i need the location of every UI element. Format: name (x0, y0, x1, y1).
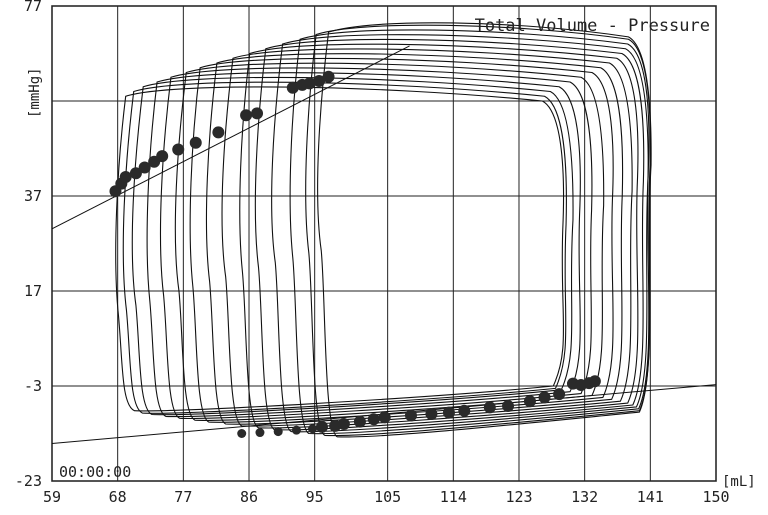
end-diastolic-marker (315, 420, 328, 433)
pv-loop-5 (159, 67, 593, 420)
x-tick-label: 68 (109, 488, 127, 506)
end-systolic-marker (156, 150, 169, 163)
pv-loop-9 (221, 48, 633, 427)
x-tick-label: 95 (306, 488, 324, 506)
plot-area (51, 5, 717, 482)
tick-labels: 59 68 77 86 95 105 114 123 132 141 150 -23 -3 17 37 77 (15, 0, 730, 506)
pv-loop-7 (189, 57, 614, 423)
end-systolic-marker (303, 77, 316, 90)
end-systolic-marker (189, 136, 202, 149)
end-diastolic-marker (237, 429, 247, 438)
x-tick-label: 86 (240, 488, 258, 506)
y-tick-label: 37 (24, 187, 42, 205)
end-systolic-marker (119, 171, 132, 183)
end-diastolic-marker (523, 395, 536, 408)
end-diastolic-marker (483, 401, 496, 414)
end-systolic-marker (322, 70, 335, 83)
pv-loop-8 (205, 53, 624, 425)
end-diastolic-marker (307, 424, 317, 434)
y-tick-label: 17 (24, 282, 42, 300)
pv-loop-1 (115, 86, 565, 412)
y-axis-label: [mmHg] (27, 67, 43, 118)
end-systolic-marker (251, 107, 264, 120)
pv-loop-10 (239, 43, 639, 429)
end-diastolic-marker (255, 428, 265, 438)
pv-loops (115, 22, 652, 438)
end-diastolic-marker (442, 406, 455, 419)
end-point-markers (109, 70, 601, 438)
end-systolic-marker (313, 75, 326, 88)
end-diastolic-marker (367, 413, 380, 426)
end-diastolic-marker (337, 418, 350, 430)
x-tick-label: 141 (637, 488, 664, 506)
pv-loop-12 (271, 34, 649, 433)
x-tick-label: 150 (702, 488, 729, 506)
end-diastolic-marker (538, 391, 551, 404)
end-diastolic-marker (378, 411, 391, 424)
x-axis-label: [mL] (722, 474, 756, 490)
pv-loop-13 (289, 29, 650, 435)
end-diastolic-marker (458, 404, 471, 417)
x-tick-label: 59 (43, 488, 61, 506)
end-diastolic-marker (273, 427, 283, 437)
end-systolic-marker (129, 167, 142, 180)
end-systolic-marker (286, 81, 299, 94)
end-diastolic-marker (425, 408, 438, 421)
pv-loop-2 (122, 81, 567, 414)
pv-loop-15 (317, 22, 652, 438)
x-tick-label: 132 (571, 488, 598, 506)
pv-loop-6 (174, 62, 605, 421)
end-diastolic-marker (553, 388, 566, 401)
pv-loop-4 (146, 72, 581, 418)
end-diastolic-marker (353, 415, 366, 428)
end-diastolic-marker (588, 375, 601, 388)
y-tick-label: -3 (24, 377, 42, 395)
x-tick-label: 105 (374, 488, 401, 506)
chart-title: Total Volume - Pressure (475, 16, 710, 36)
x-tick-label: 123 (505, 488, 532, 506)
y-tick-label: -23 (15, 472, 42, 490)
end-diastolic-marker (291, 425, 301, 435)
end-systolic-marker (172, 143, 185, 156)
y-tick-label: 77 (24, 0, 42, 15)
end-systolic-marker (138, 161, 151, 174)
pv-loop-11 (254, 38, 645, 431)
x-tick-label: 77 (174, 488, 192, 506)
time-readout: 00:00:00 (59, 463, 131, 481)
end-diastolic-marker (502, 399, 515, 412)
end-systolic-marker (240, 109, 253, 122)
x-tick-label: 114 (440, 488, 467, 506)
end-systolic-marker (212, 126, 225, 139)
upper-boundary-line (52, 45, 410, 230)
pv-loop-14 (305, 24, 651, 437)
end-diastolic-marker (404, 409, 417, 422)
